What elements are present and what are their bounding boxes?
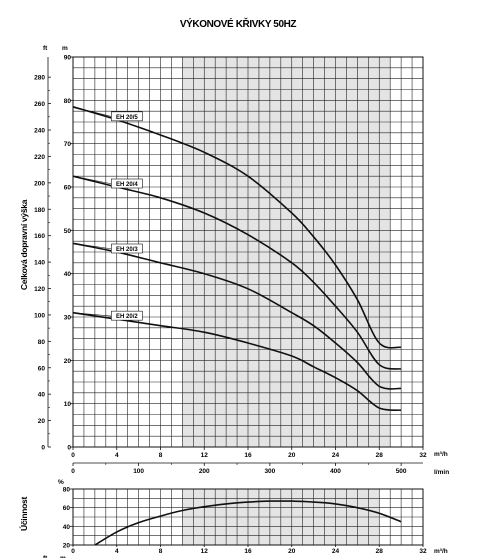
x-tick-label-m3h: 28 <box>376 452 384 459</box>
efficiency-x-tick-label: 16 <box>244 548 252 555</box>
series-curve-2 <box>72 175 402 370</box>
series-label-leader <box>72 312 113 317</box>
x-unit-bottom-label: l/min <box>434 469 449 476</box>
x-tick-label-lmin: 0 <box>71 468 75 475</box>
main-axis-ticks: 0102030405060708090020406080100120140160… <box>34 55 427 476</box>
x-tick-label-m3h: 0 <box>71 452 75 459</box>
y-tick-label-ft: 120 <box>34 286 45 293</box>
efficiency-x-tick-label: 12 <box>201 548 209 555</box>
series-label-leader <box>72 243 113 250</box>
y-tick-label-ft: 220 <box>34 154 45 161</box>
y-tick-label-ft: 180 <box>34 207 45 214</box>
efficiency-x-tick-label: 32 <box>419 548 427 555</box>
series-label-box <box>111 111 143 122</box>
x-tick-label-m3h: 4 <box>115 452 119 459</box>
series-curve-4 <box>72 311 402 411</box>
y-tick-label-ft: 260 <box>34 101 45 108</box>
efficiency-x-tick-label: 0 <box>71 548 75 555</box>
efficiency-grid <box>73 489 423 545</box>
series-curve-1 <box>72 106 402 349</box>
y-tick-label-ft: 20 <box>38 418 46 425</box>
x-tick-label-lmin: 500 <box>396 468 407 475</box>
x-tick-label-m3h: 16 <box>244 452 252 459</box>
y-tick-label-m: 60 <box>64 185 72 192</box>
efficiency-x-tick-label: 28 <box>376 548 384 555</box>
x-tick-label-lmin: 400 <box>330 468 341 475</box>
x-tick-label-m3h: 8 <box>159 452 163 459</box>
y-tick-label-ft: 280 <box>34 75 45 82</box>
x-tick-label-m3h: 24 <box>332 452 340 459</box>
x-tick-label-lmin: 200 <box>199 468 210 475</box>
y-tick-label-ft: 160 <box>34 233 45 240</box>
main-series: EH 20/5 EH 20/4 EH 20/3 EH 20/2 <box>72 106 402 411</box>
y-tick-label-ft: 60 <box>38 365 46 372</box>
y-tick-label-m: 40 <box>64 271 72 278</box>
efficiency-series <box>94 500 402 546</box>
unit-m-label: m <box>62 45 68 52</box>
efficiency-axis-label: Účinnost <box>18 497 29 531</box>
y-tick-label-m: 10 <box>64 401 72 408</box>
y-tick-label-ft: 200 <box>34 180 45 187</box>
efficiency-y-tick-label: 80 <box>63 487 71 494</box>
y-tick-label-ft: 140 <box>34 260 45 267</box>
efficiency-y-tick-label: 60 <box>63 505 71 512</box>
series-label-box <box>111 178 143 189</box>
unit-ft-label: ft <box>43 45 48 52</box>
y-tick-label-m: 20 <box>64 358 72 365</box>
efficiency-curve <box>94 500 402 546</box>
series-label-box <box>111 310 143 321</box>
series-label: EH 20/3 <box>116 247 138 253</box>
y-tick-label-ft: 0 <box>41 445 45 452</box>
efficiency-x-unit-label: m³/h <box>434 548 448 555</box>
y-tick-label-m: 70 <box>64 141 72 148</box>
y-tick-label-ft: 100 <box>34 312 45 319</box>
bottom-m-label: m <box>60 555 66 558</box>
x-tick-label-m3h: 20 <box>288 452 296 459</box>
main-grid <box>73 57 423 447</box>
efficiency-x-tick-label: 4 <box>115 548 119 555</box>
series-label-leader <box>72 106 113 118</box>
y-tick-label-m: 90 <box>64 55 72 62</box>
y-tick-label-ft: 80 <box>38 339 46 346</box>
x-tick-label-lmin: 300 <box>264 468 275 475</box>
y-tick-label-m: 30 <box>64 315 72 322</box>
x-tick-label-m3h: 12 <box>201 452 209 459</box>
efficiency-axis-ticks: 20 40 60 80 0 4 8 12 16 20 24 28 32 <box>63 487 427 556</box>
efficiency-y-tick-label: 20 <box>63 543 71 550</box>
series-label-leader <box>72 175 113 185</box>
chart-title: VÝKONOVÉ KŘIVKY 50HZ <box>180 17 297 30</box>
y-tick-label-m: 50 <box>64 228 72 235</box>
x-tick-label-m3h: 32 <box>419 452 427 459</box>
x-unit-top-label: m³/h <box>434 451 448 458</box>
series-label-box <box>111 243 143 254</box>
series-curve-3 <box>72 242 402 390</box>
y-tick-label-ft: 40 <box>38 392 46 399</box>
efficiency-x-tick-label: 24 <box>332 548 340 555</box>
y-tick-label-m: 80 <box>64 98 72 105</box>
efficiency-unit-label: % <box>58 479 64 486</box>
series-label: EH 20/5 <box>116 115 138 121</box>
y-tick-label-ft: 240 <box>34 128 45 135</box>
series-label: EH 20/2 <box>116 314 138 320</box>
efficiency-x-tick-label: 20 <box>288 548 296 555</box>
series-label: EH 20/4 <box>116 182 138 188</box>
y-tick-label-m: 0 <box>67 445 71 452</box>
x-tick-label-lmin: 100 <box>133 468 144 475</box>
efficiency-y-tick-label: 40 <box>63 524 71 531</box>
y-axis-label: Celková dopravní výška <box>19 199 29 290</box>
efficiency-x-tick-label: 8 <box>159 548 163 555</box>
bottom-ft-label: ft <box>43 555 48 558</box>
